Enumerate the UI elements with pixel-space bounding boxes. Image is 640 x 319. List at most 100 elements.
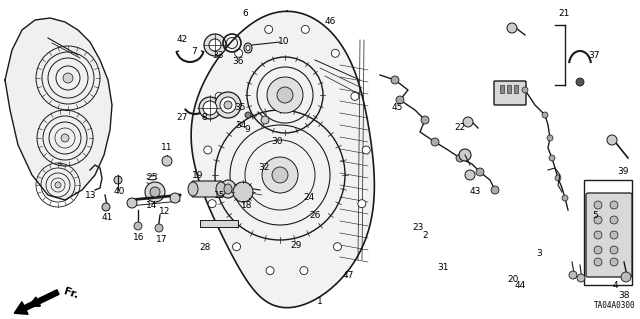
Text: 31: 31 (437, 263, 449, 272)
Circle shape (465, 170, 475, 180)
Circle shape (549, 155, 555, 161)
Circle shape (204, 146, 212, 154)
Text: 38: 38 (618, 291, 630, 300)
FancyBboxPatch shape (192, 181, 222, 197)
Ellipse shape (244, 43, 252, 53)
Circle shape (266, 267, 274, 275)
Circle shape (456, 154, 464, 162)
Circle shape (362, 146, 370, 154)
Circle shape (522, 87, 528, 93)
Text: 36: 36 (232, 57, 244, 66)
Text: 25: 25 (147, 174, 157, 182)
Ellipse shape (220, 97, 236, 113)
Text: 7: 7 (191, 48, 197, 56)
Circle shape (63, 73, 73, 83)
Circle shape (262, 157, 298, 193)
Circle shape (547, 135, 553, 141)
Circle shape (610, 201, 618, 209)
Text: 39: 39 (617, 167, 628, 176)
Circle shape (555, 175, 561, 181)
Polygon shape (191, 11, 374, 308)
Text: 6: 6 (242, 10, 248, 19)
Circle shape (576, 78, 584, 86)
Circle shape (277, 87, 293, 103)
Circle shape (261, 116, 269, 124)
Text: 13: 13 (85, 190, 97, 199)
Text: 14: 14 (147, 201, 157, 210)
Text: 47: 47 (342, 271, 354, 279)
Circle shape (162, 156, 172, 166)
Bar (200, 220, 238, 227)
Circle shape (476, 168, 484, 176)
Text: 44: 44 (515, 280, 525, 290)
Circle shape (621, 272, 631, 282)
Circle shape (114, 176, 122, 184)
Text: 2: 2 (422, 231, 428, 240)
Text: 8: 8 (201, 114, 207, 122)
Circle shape (265, 26, 273, 33)
Ellipse shape (224, 184, 232, 194)
Text: 19: 19 (192, 170, 204, 180)
Text: 28: 28 (199, 243, 211, 253)
Text: 1: 1 (317, 298, 323, 307)
Circle shape (569, 271, 577, 279)
Bar (514, 85, 518, 93)
Circle shape (245, 112, 251, 118)
Ellipse shape (203, 101, 217, 115)
Text: 29: 29 (291, 241, 301, 249)
Circle shape (577, 274, 585, 282)
Circle shape (463, 117, 473, 127)
Circle shape (607, 135, 617, 145)
Circle shape (594, 231, 602, 239)
Text: 40: 40 (113, 188, 125, 197)
Circle shape (358, 200, 366, 208)
Circle shape (134, 222, 142, 230)
Text: 23: 23 (412, 224, 424, 233)
Text: 17: 17 (156, 235, 168, 244)
Text: 11: 11 (161, 144, 173, 152)
Circle shape (610, 246, 618, 254)
Text: 5: 5 (592, 211, 598, 219)
Ellipse shape (188, 182, 198, 196)
Circle shape (562, 195, 568, 201)
Bar (584, 180, 632, 285)
Circle shape (155, 224, 163, 232)
Text: TA04A0300: TA04A0300 (593, 301, 635, 310)
Circle shape (272, 167, 288, 183)
Circle shape (332, 49, 339, 57)
Circle shape (55, 182, 61, 188)
Text: 24: 24 (303, 194, 315, 203)
Text: 20: 20 (508, 276, 518, 285)
Circle shape (594, 201, 602, 209)
Circle shape (391, 76, 399, 84)
Circle shape (301, 26, 309, 33)
Circle shape (610, 216, 618, 224)
Text: 32: 32 (259, 164, 269, 173)
FancyBboxPatch shape (586, 193, 632, 277)
Text: 34: 34 (236, 121, 246, 130)
Text: 26: 26 (309, 211, 321, 219)
Text: 41: 41 (101, 213, 113, 222)
Circle shape (215, 92, 223, 100)
Circle shape (267, 77, 303, 113)
Circle shape (431, 138, 439, 146)
Circle shape (421, 116, 429, 124)
Circle shape (208, 200, 216, 208)
Circle shape (507, 23, 517, 33)
Ellipse shape (224, 101, 232, 109)
Circle shape (102, 203, 110, 211)
Circle shape (491, 186, 499, 194)
Circle shape (150, 187, 160, 197)
Text: 3: 3 (536, 249, 542, 257)
Circle shape (170, 193, 180, 203)
Text: Fr.: Fr. (62, 286, 79, 300)
Circle shape (594, 216, 602, 224)
FancyBboxPatch shape (494, 81, 526, 105)
Text: 21: 21 (558, 10, 570, 19)
Circle shape (396, 96, 404, 104)
Polygon shape (5, 18, 112, 200)
Ellipse shape (220, 180, 236, 198)
Ellipse shape (204, 34, 226, 56)
Circle shape (235, 49, 243, 57)
Circle shape (610, 258, 618, 266)
